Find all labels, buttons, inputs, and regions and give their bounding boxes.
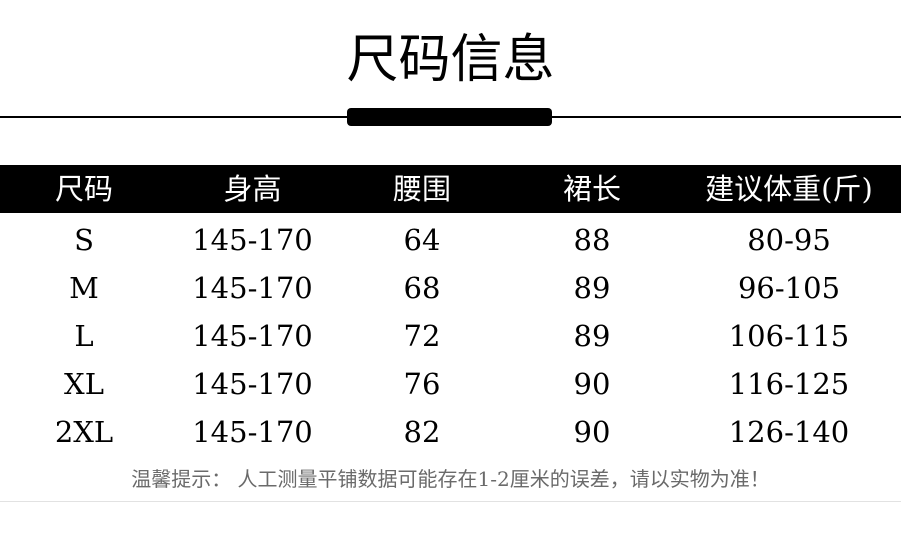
table-cell: 145-170 bbox=[192, 319, 313, 353]
bottom-divider bbox=[0, 501, 901, 502]
header-skirt-length: 裙长 bbox=[562, 172, 621, 206]
table-cell: 82 bbox=[403, 415, 441, 449]
table-cell: 88 bbox=[573, 223, 611, 257]
table-cell: M bbox=[69, 271, 99, 305]
table-cell: 126-140 bbox=[728, 415, 850, 449]
table-cell: 68 bbox=[403, 271, 441, 305]
divider-ornament bbox=[347, 108, 552, 126]
table-cell: 145-170 bbox=[192, 367, 313, 401]
table-cell: S bbox=[74, 223, 94, 257]
table-cell: XL bbox=[64, 367, 104, 401]
table-cell: L bbox=[74, 319, 94, 353]
table-row: XL 145-170 76 90 116-125 bbox=[0, 360, 901, 408]
table-row: L 145-170 72 89 106-115 bbox=[0, 312, 901, 360]
table-cell: 90 bbox=[573, 415, 611, 449]
header-waist: 腰围 bbox=[392, 172, 451, 206]
header-weight: 建议体重(斤) bbox=[705, 172, 873, 206]
table-cell: 89 bbox=[573, 271, 611, 305]
table-cell: 90 bbox=[573, 367, 611, 401]
header-size: 尺码 bbox=[54, 172, 113, 206]
table-cell: 2XL bbox=[54, 415, 114, 449]
table-header: 尺码 身高 腰围 裙长 建议体重(斤) bbox=[0, 165, 901, 213]
table-cell: 64 bbox=[403, 223, 441, 257]
table-cell: 89 bbox=[573, 319, 611, 353]
table-cell: 145-170 bbox=[192, 271, 313, 305]
table-cell: 145-170 bbox=[192, 223, 313, 257]
header-height: 身高 bbox=[223, 172, 282, 206]
table-cell: 96-105 bbox=[737, 271, 841, 305]
table-row: 2XL 145-170 82 90 126-140 bbox=[0, 408, 901, 456]
table-row: M 145-170 68 89 96-105 bbox=[0, 264, 901, 312]
table-cell: 116-125 bbox=[728, 367, 850, 401]
table-cell: 76 bbox=[403, 367, 441, 401]
tip-note: 温馨提示： 人工测量平铺数据可能存在1-2厘米的误差，请以实物为准！ bbox=[131, 467, 770, 491]
table-cell: 80-95 bbox=[747, 223, 831, 257]
table-cell: 106-115 bbox=[728, 319, 850, 353]
page-title: 尺码信息 bbox=[346, 30, 555, 90]
table-cell: 72 bbox=[403, 319, 441, 353]
table-row: S 145-170 64 88 80-95 bbox=[0, 216, 901, 264]
table-cell: 145-170 bbox=[192, 415, 313, 449]
